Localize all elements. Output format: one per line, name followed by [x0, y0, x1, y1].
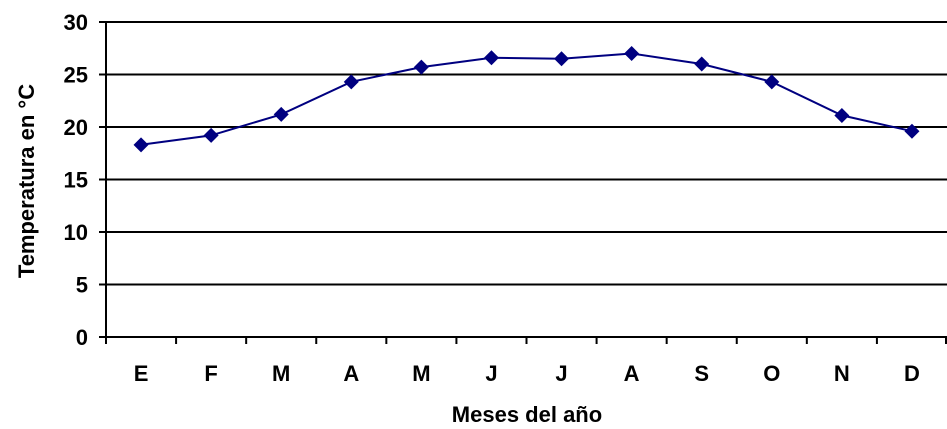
y-tick-label: 5 [76, 273, 88, 298]
y-tick-label: 10 [64, 220, 88, 245]
data-point [694, 56, 710, 72]
gridlines [106, 21, 947, 286]
series-temperature [133, 46, 920, 153]
x-tick-label: J [485, 361, 497, 386]
data-point [904, 123, 920, 139]
y-tick-label: 25 [64, 63, 88, 88]
x-tick-label: D [904, 361, 920, 386]
x-tick-label: S [694, 361, 709, 386]
x-tick-label: E [134, 361, 149, 386]
axes [99, 21, 947, 344]
y-tick-label: 30 [64, 10, 88, 35]
data-point [343, 74, 359, 90]
x-tick-label: N [834, 361, 850, 386]
y-axis-label: Temperatura en °C [14, 84, 39, 278]
data-point [554, 51, 570, 67]
x-tick-label: J [555, 361, 567, 386]
data-point [133, 137, 149, 153]
x-axis-label: Meses del año [452, 402, 602, 427]
y-tick-label: 20 [64, 115, 88, 140]
data-point [273, 106, 289, 122]
data-point [764, 74, 780, 90]
data-point [203, 127, 219, 143]
data-point [413, 59, 429, 75]
data-point [624, 46, 640, 61]
x-tick-label: A [624, 361, 640, 386]
data-point [483, 50, 499, 66]
y-tick-labels: 0 5 10 15 20 25 30 [64, 10, 88, 350]
x-tick-label: M [272, 361, 290, 386]
y-tick-label: 15 [64, 168, 88, 193]
x-tick-label: M [412, 361, 430, 386]
x-tick-label: A [343, 361, 359, 386]
x-tick-label: O [763, 361, 780, 386]
series-line [140, 52, 913, 146]
x-tick-label: F [204, 361, 217, 386]
y-tick-label: 0 [76, 325, 88, 350]
data-point [834, 107, 850, 123]
